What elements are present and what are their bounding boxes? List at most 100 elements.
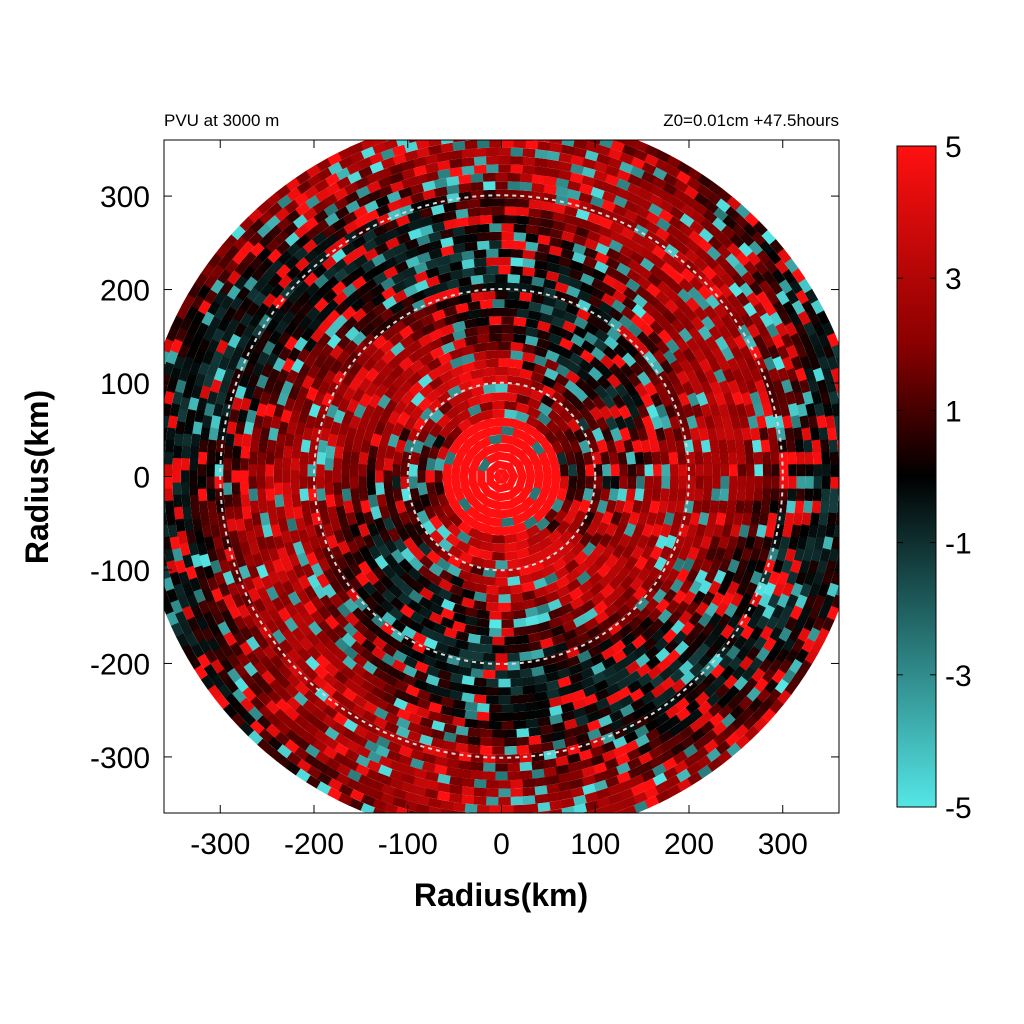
pv-cell — [761, 402, 774, 417]
pv-cell — [594, 553, 609, 569]
pv-cell — [323, 705, 339, 720]
pv-cell — [581, 175, 596, 187]
pv-cell — [687, 391, 700, 407]
pv-cell — [761, 269, 776, 285]
pv-cell — [394, 679, 410, 693]
pv-cell — [303, 352, 318, 368]
pv-cell — [358, 774, 374, 788]
pv-cell — [598, 638, 614, 652]
pv-cell — [349, 476, 359, 490]
pv-cell — [612, 735, 628, 749]
pv-cell — [431, 118, 445, 128]
pv-cell — [381, 295, 397, 310]
pv-cell — [498, 500, 513, 511]
pv-cell — [790, 379, 802, 394]
pv-cell — [473, 164, 487, 174]
pv-cell — [277, 330, 292, 346]
pv-cell — [790, 355, 803, 371]
pv-cell — [360, 322, 376, 338]
pv-cell — [437, 400, 453, 416]
pv-cell — [240, 541, 252, 557]
pv-cell — [659, 199, 675, 214]
pv-cell — [547, 528, 563, 544]
pv-cell — [438, 370, 454, 384]
pv-cell — [386, 749, 402, 763]
pv-cell — [668, 451, 679, 465]
pv-cell — [558, 781, 573, 792]
pv-cell — [224, 506, 235, 521]
pv-cell — [564, 128, 578, 139]
pv-cell — [343, 340, 359, 356]
pv-cell — [378, 433, 391, 448]
pv-cell — [758, 657, 773, 673]
pv-cell — [415, 234, 431, 247]
pv-cell — [663, 349, 678, 365]
pv-cell — [239, 312, 254, 328]
pv-cell — [317, 439, 328, 454]
pv-cell — [639, 321, 654, 337]
pv-cell — [491, 299, 505, 308]
pv-cell — [552, 721, 567, 733]
pv-cell — [822, 344, 835, 359]
pv-cell — [497, 476, 506, 484]
pv-cell — [723, 546, 736, 562]
pv-cell — [192, 627, 206, 643]
pv-cell — [502, 814, 515, 823]
pv-cell — [455, 430, 470, 446]
pv-cell — [412, 156, 427, 168]
pv-cell — [555, 363, 571, 378]
pv-cell — [461, 786, 475, 796]
pv-cell — [366, 482, 377, 496]
pv-cell — [683, 743, 699, 758]
pv-cell — [446, 415, 462, 430]
pv-cell — [583, 607, 599, 622]
pv-cell — [507, 661, 521, 671]
pv-cell — [252, 385, 265, 401]
pv-cell — [452, 612, 467, 624]
pv-cell — [434, 659, 449, 672]
pv-cell — [362, 701, 378, 715]
pv-cell — [552, 817, 566, 827]
pv-cell — [248, 397, 261, 412]
pv-cell — [509, 358, 524, 369]
pv-cell — [562, 628, 578, 642]
pv-cell — [301, 540, 314, 556]
pv-cell — [279, 299, 294, 315]
pv-cell — [678, 610, 693, 626]
pv-cell — [812, 488, 822, 502]
pv-cell — [552, 730, 567, 742]
pv-cell — [164, 588, 170, 603]
pv-cell — [723, 263, 738, 279]
pv-cell — [327, 433, 338, 448]
pv-cell — [619, 244, 635, 259]
pv-cell — [515, 402, 530, 414]
pv-cell — [384, 493, 396, 508]
pv-cell — [378, 184, 393, 198]
pv-cell — [220, 658, 235, 674]
pv-cell — [638, 751, 654, 765]
pv-cell — [513, 232, 527, 242]
pv-cell — [312, 739, 328, 754]
pv-cell — [315, 307, 331, 323]
pv-cell — [285, 761, 301, 776]
pv-cell — [164, 390, 175, 406]
pv-cell — [724, 427, 735, 441]
pv-cell — [352, 205, 368, 219]
pv-cell — [711, 488, 721, 502]
pv-cell — [794, 615, 808, 631]
pv-cell — [510, 341, 524, 352]
colorbar-ticks: 531-1-3-5 — [897, 131, 972, 825]
pv-cell — [488, 508, 502, 519]
pv-cell — [248, 488, 258, 502]
pv-cell — [401, 773, 416, 785]
pv-cell — [371, 253, 387, 267]
pv-cell — [565, 450, 577, 466]
pv-cell — [218, 379, 231, 394]
pv-cell — [458, 666, 473, 677]
pv-cell — [338, 577, 353, 593]
pv-cell — [741, 570, 754, 585]
pv-cell — [299, 464, 308, 477]
pv-cell — [351, 500, 363, 515]
pv-cell — [578, 183, 593, 195]
pv-cell — [517, 830, 530, 839]
